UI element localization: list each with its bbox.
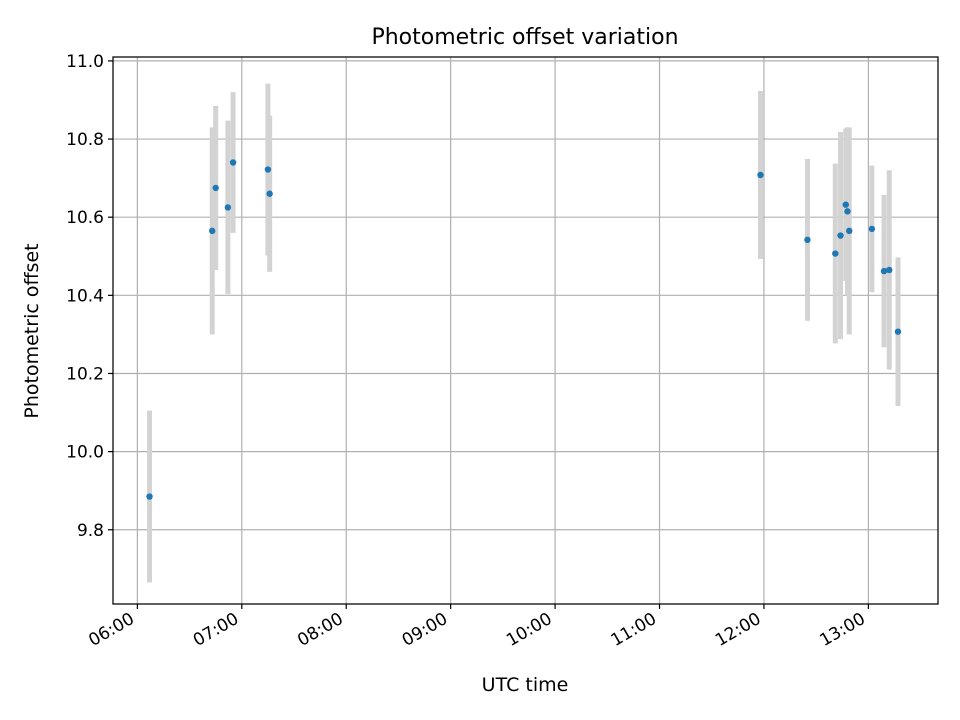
- data-point: [209, 227, 216, 235]
- data-point: [844, 208, 851, 215]
- data-point: [229, 159, 237, 166]
- data-point: [757, 171, 764, 179]
- data-point: [886, 266, 893, 274]
- grid-lines: [113, 57, 938, 604]
- y-tick-label: 10.0: [66, 443, 104, 463]
- y-tick-label: 9.8: [77, 521, 104, 541]
- data-point: [212, 184, 219, 192]
- y-tick-label: 10.8: [66, 130, 104, 150]
- y-axis-ticks: 9.8 10.0 10.2 10.4 10.6 10.8 11.0: [66, 52, 113, 541]
- data-point: [842, 201, 849, 208]
- y-tick-label: 10.4: [66, 286, 104, 306]
- data-point: [146, 493, 153, 500]
- data-point: [266, 190, 273, 197]
- y-tick-label: 11.0: [66, 52, 104, 72]
- y-tick-label: 10.6: [66, 208, 104, 228]
- x-axis-label: UTC time: [482, 674, 569, 696]
- data-point: [837, 232, 844, 239]
- data-point: [894, 328, 902, 335]
- y-tick-label: 10.2: [66, 364, 104, 384]
- data-point: [224, 204, 232, 211]
- data-points: [146, 159, 902, 500]
- data-point: [264, 166, 272, 173]
- data-point: [868, 225, 876, 233]
- data-point: [846, 227, 853, 235]
- y-axis-label: Photometric offset: [21, 243, 43, 418]
- plot-frame: [112, 56, 939, 605]
- data-point: [832, 250, 839, 257]
- data-point: [880, 267, 888, 275]
- chart-title: Photometric offset variation: [371, 25, 678, 50]
- data-point: [804, 236, 811, 244]
